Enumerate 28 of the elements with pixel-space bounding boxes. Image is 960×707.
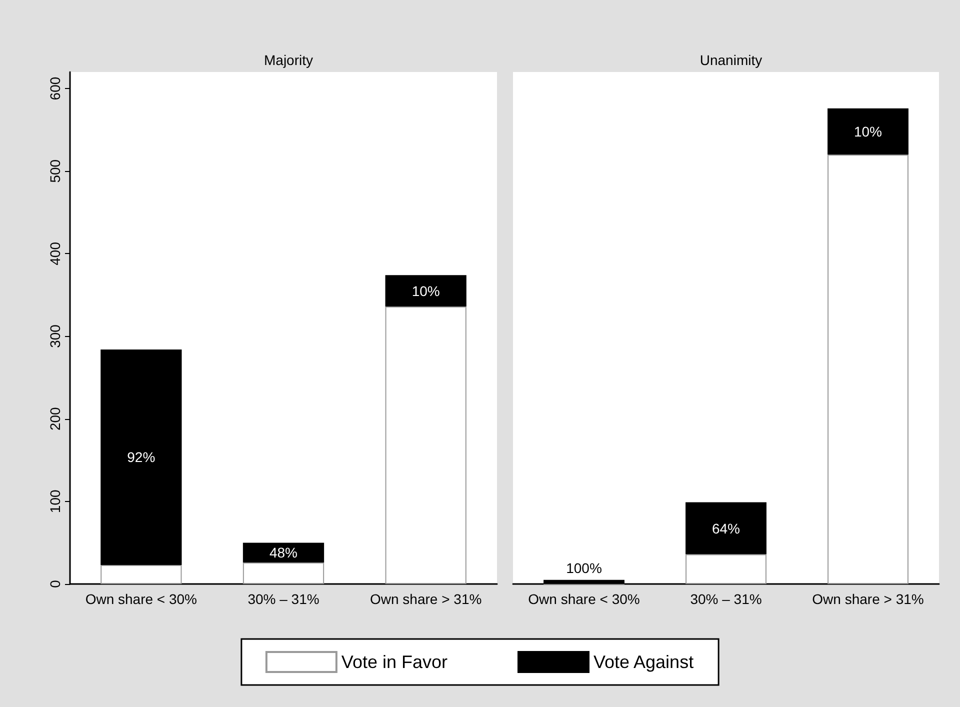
legend-label: Vote in Favor xyxy=(341,652,448,672)
bar xyxy=(100,349,182,566)
y-tick-label: 500 xyxy=(47,159,63,183)
x-tick-label: Own share < 30% xyxy=(528,591,640,607)
x-tick-label: Own share > 31% xyxy=(370,591,482,607)
x-tick-label: 30% – 31% xyxy=(248,591,320,607)
chart-title: Unanimity xyxy=(700,52,762,68)
bar xyxy=(828,108,908,155)
y-tick-label: 600 xyxy=(47,76,63,100)
bar xyxy=(385,275,466,307)
bar xyxy=(686,502,766,554)
legend-label: Vote Against xyxy=(593,652,694,672)
annotation: 10% xyxy=(854,123,882,140)
x-tick-label: Own share < 30% xyxy=(85,591,198,607)
annotation: 92% xyxy=(127,449,156,466)
y-tick-label: 200 xyxy=(47,406,63,431)
x-tick-label: Own share > 31% xyxy=(812,591,924,607)
annotation: 64% xyxy=(712,520,740,536)
y-tick-label: 400 xyxy=(47,242,63,266)
annotation: 48% xyxy=(269,544,298,561)
y-tick-label: 0 xyxy=(47,580,63,588)
y-tick-label: 100 xyxy=(47,490,63,514)
chart-title: Majority xyxy=(264,52,314,68)
annotation: 10% xyxy=(412,282,440,299)
y-tick-label: 300 xyxy=(47,324,63,348)
bar xyxy=(242,542,324,563)
annotation: 100% xyxy=(566,560,602,576)
x-tick-label: 30% – 31% xyxy=(690,591,762,607)
